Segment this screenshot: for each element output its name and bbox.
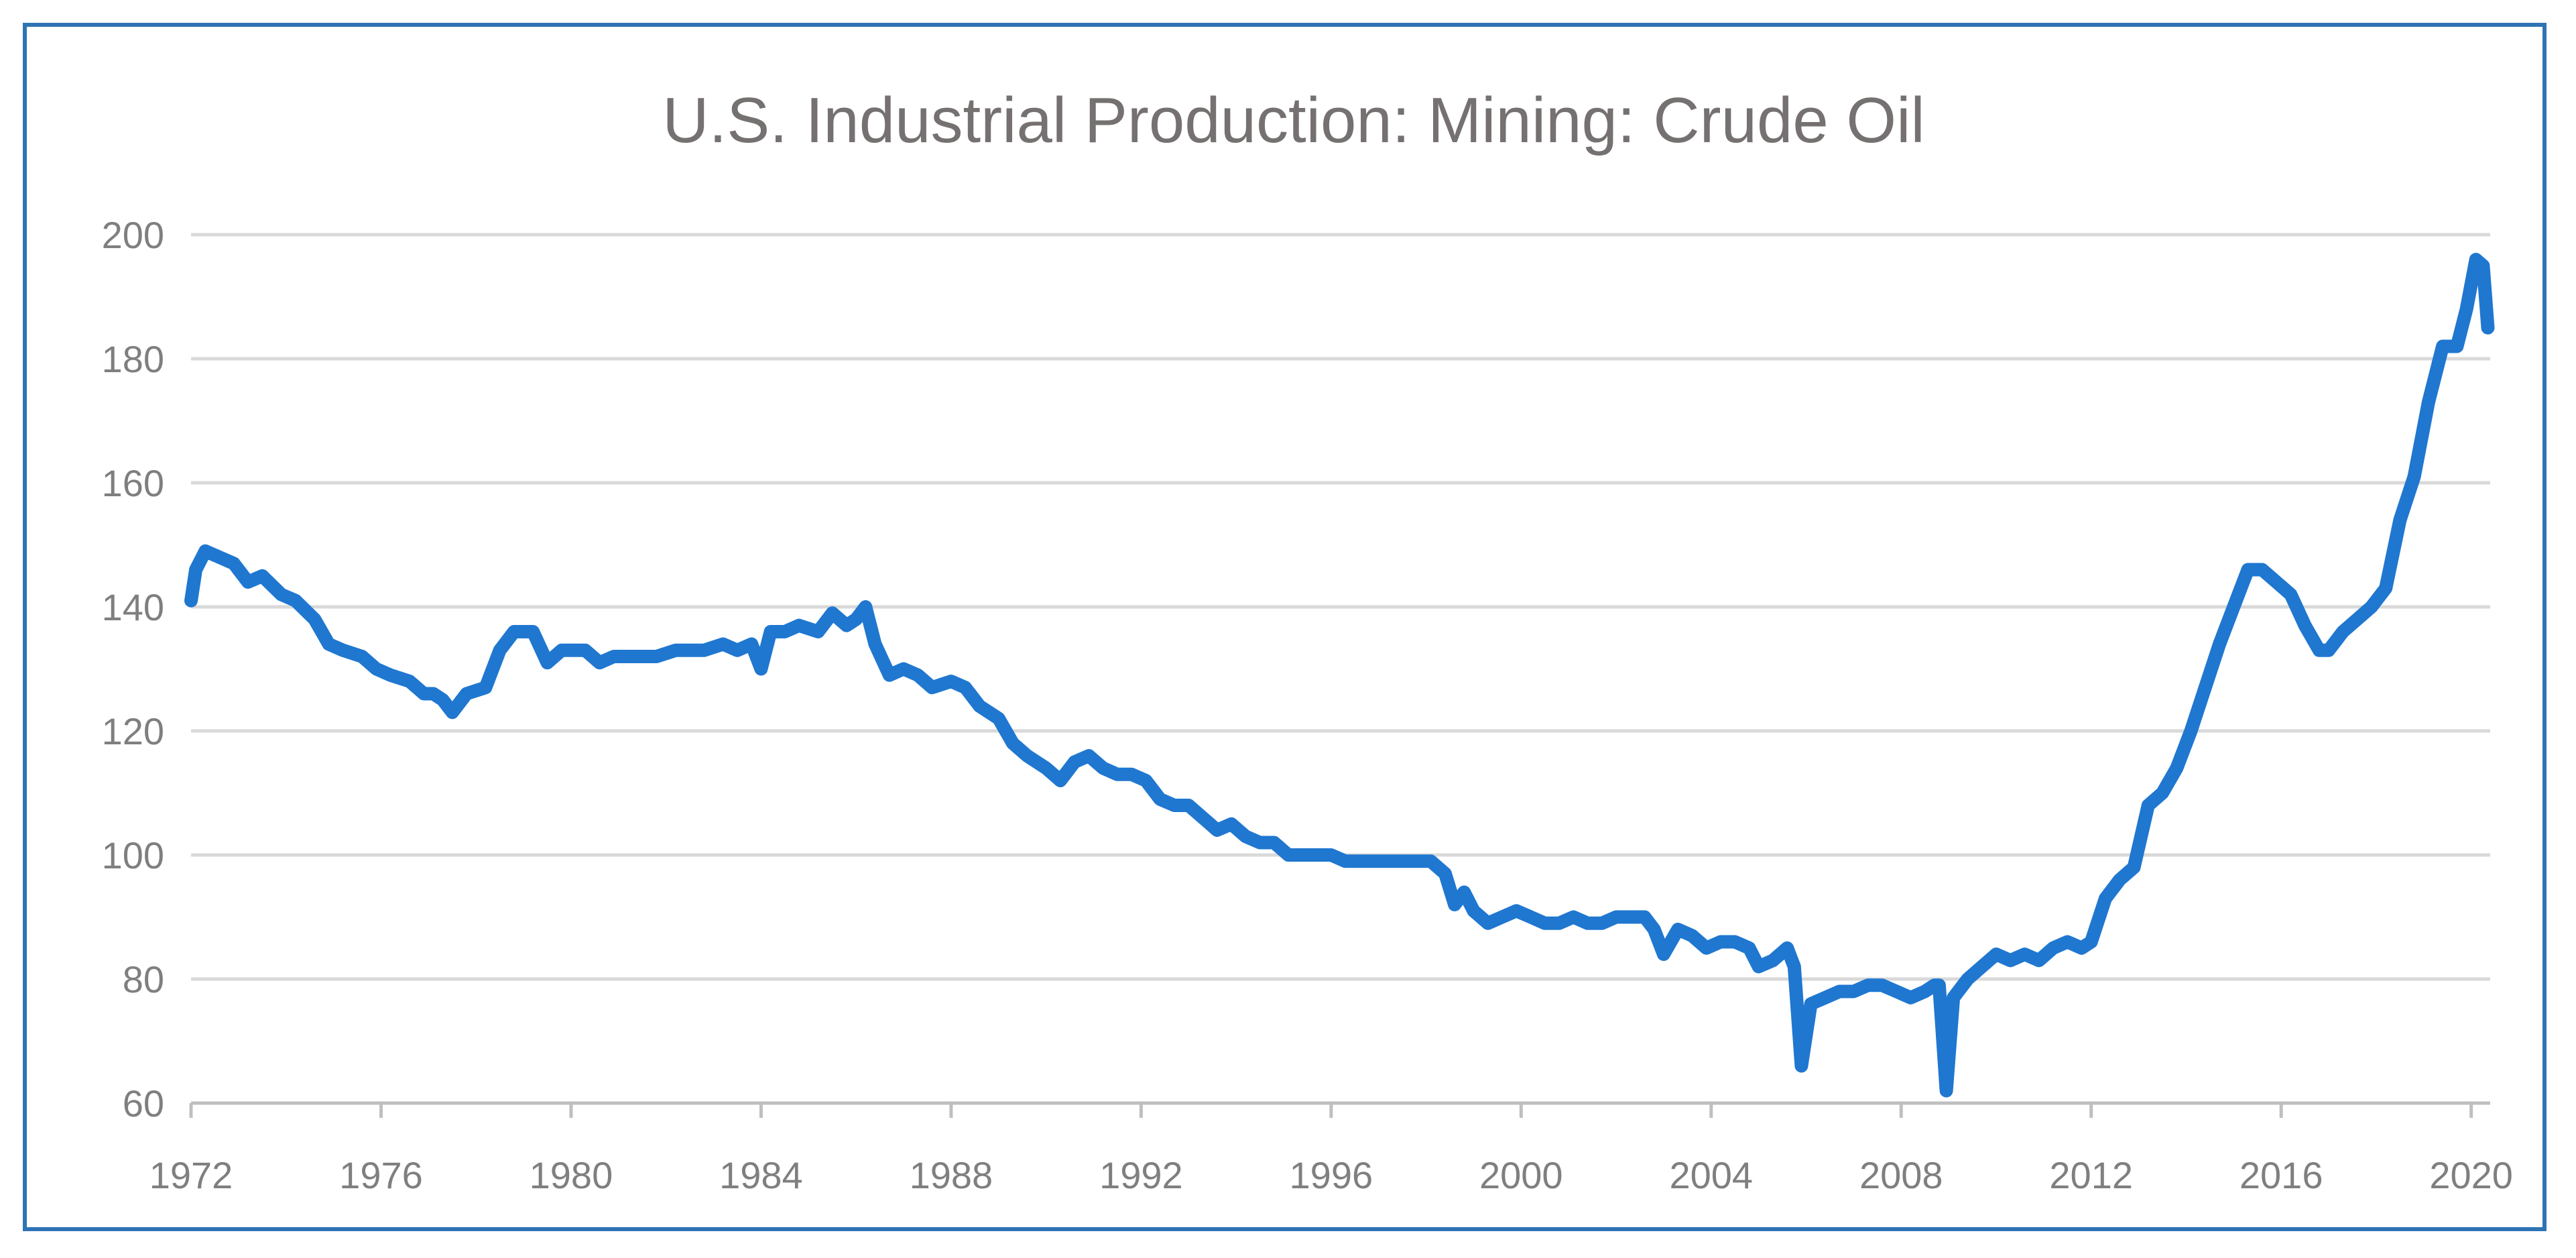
x-axis-tick-labels: 1972 1976 1980 1984 1988 1992 1996 2000 2004 2008… [149,1154,2513,1196]
x-axis [189,1101,2490,1118]
y-tick-label: 80 [123,958,164,1000]
x-tick-label: 1972 [149,1154,233,1196]
y-axis-tick-labels: 60 80 100 120 140 160 180 200 [102,214,164,1125]
y-tick-label: 160 [102,462,164,504]
y-tick-label: 60 [123,1082,164,1125]
x-tick-label: 2008 [1859,1154,1943,1196]
x-tick-label: 1988 [910,1154,993,1196]
x-tick-label: 1992 [1099,1154,1183,1196]
x-tick-label: 2016 [2240,1154,2323,1196]
series-line-crude-oil [184,253,2495,1098]
x-tick-label: 2020 [2429,1154,2513,1196]
x-tick-label: 2000 [1479,1154,1563,1196]
x-tick-label: 1980 [530,1154,613,1196]
y-tick-label: 200 [102,214,164,256]
y-tick-label: 120 [102,710,164,752]
x-tick-label: 1976 [339,1154,423,1196]
series-group [184,253,2495,1098]
gridlines [191,233,2490,981]
y-tick-label: 180 [102,338,164,380]
y-tick-label: 140 [102,586,164,628]
chart-title: U.S. Industrial Production: Mining: Crud… [662,84,1924,156]
x-tick-label: 1984 [719,1154,803,1196]
x-tick-label: 2004 [1669,1154,1753,1196]
y-tick-label: 100 [102,834,164,876]
x-tick-label: 2012 [2049,1154,2133,1196]
chart-frame [23,23,2547,1231]
x-tick-label: 1996 [1290,1154,1373,1196]
